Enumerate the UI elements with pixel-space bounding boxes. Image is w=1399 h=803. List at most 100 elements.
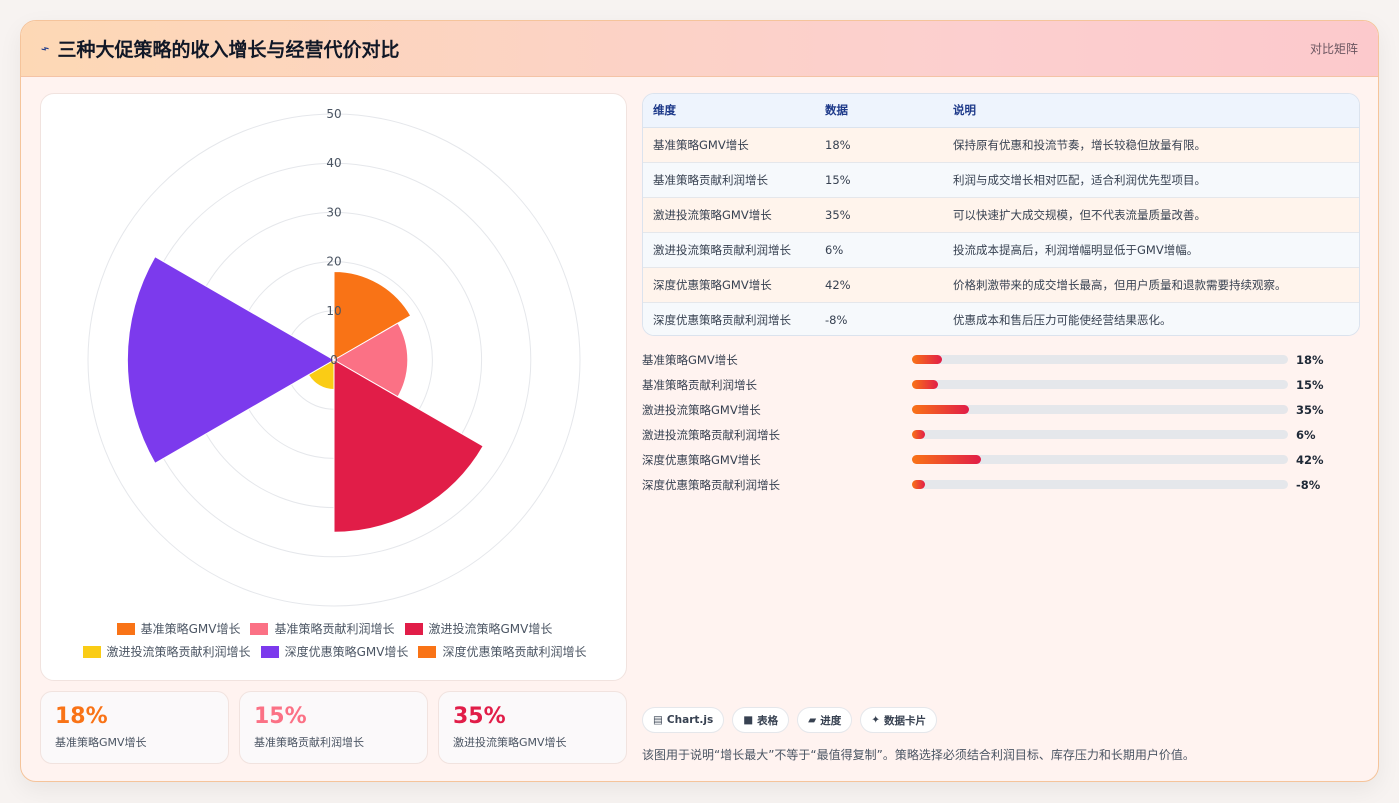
progress-track <box>912 455 1288 464</box>
table-row: 深度优惠策略贡献利润增长 -8% 优惠成本和售后压力可能使经营结果恶化。 <box>643 302 1359 335</box>
progress-label: 深度优惠策略GMV增长 <box>642 452 761 467</box>
progress-fill <box>912 405 970 414</box>
chip-label: 表格 <box>757 714 779 727</box>
polar-sector[interactable] <box>333 359 484 533</box>
chip-label: 数据卡片 <box>884 714 927 727</box>
progress-value: 42% <box>1296 452 1324 467</box>
progress-label: 深度优惠策略贡献利润增长 <box>642 477 780 492</box>
legend-item[interactable]: 激进投流策略贡献利润增长 <box>82 643 251 660</box>
cell-dimension: 基准策略贡献利润增长 <box>643 162 815 198</box>
cell-description: 利润与成交增长相对匹配，适合利润优先型项目。 <box>943 162 1359 198</box>
data-table-wrap: 维度 数据 说明 基准策略GMV增长 18% 保持原有优惠和投流节奏，增长较稳但放量… <box>642 93 1360 336</box>
chip-icon: ■ <box>743 714 754 726</box>
progress-track <box>912 430 1288 439</box>
cell-data: 18% <box>815 127 943 163</box>
legend-item[interactable]: 激进投流策略GMV增长 <box>404 620 552 637</box>
cell-data: 35% <box>815 197 943 233</box>
polar-sector[interactable] <box>332 322 409 398</box>
legend-swatch <box>404 622 423 635</box>
progress-fill <box>912 480 926 489</box>
progress-label: 激进投流策略贡献利润增长 <box>642 427 780 442</box>
progress-value: 35% <box>1296 402 1324 417</box>
progress-fill <box>912 380 938 389</box>
chip[interactable]: ▤ Chart.js <box>642 707 725 733</box>
kpi-label: 激进投流策略GMV增长 <box>453 736 567 749</box>
table-row: 激进投流策略GMV增长 35% 可以快速扩大成交规模，但不代表流量质量改善。 <box>643 197 1359 233</box>
progress-row: 激进投流策略贡献利润增长 6% <box>642 422 1360 447</box>
card-header: ⌁ 三种大促策略的收入增长与经营代价对比 对比矩阵 <box>21 21 1378 77</box>
kpi-card: 15% 基准策略贡献利润增长 <box>239 691 428 764</box>
cell-description: 保持原有优惠和投流节奏，增长较稳但放量有限。 <box>943 127 1359 163</box>
progress-row: 基准策略GMV增长 18% <box>642 347 1360 372</box>
polar-sector[interactable] <box>126 255 335 465</box>
chip-icon: ▤ <box>653 714 663 726</box>
cell-dimension: 深度优惠策略GMV增长 <box>643 267 815 303</box>
progress-label: 激进投流策略GMV增长 <box>642 402 761 417</box>
progress-value: -8% <box>1296 477 1321 492</box>
cell-data: -8% <box>825 312 848 327</box>
r-tick-label: 30 <box>326 205 341 219</box>
legend-label: 深度优惠策略贡献利润增长 <box>442 645 587 659</box>
kpi-card: 35% 激进投流策略GMV增长 <box>438 691 627 764</box>
chip-label: 进度 <box>820 714 842 727</box>
chip[interactable]: ✦ 数据卡片 <box>860 707 938 733</box>
legend-label: 基准策略GMV增长 <box>140 622 241 636</box>
cell-description: 可以快速扩大成交规模，但不代表流量质量改善。 <box>943 197 1359 233</box>
th-data: 数据 <box>815 94 943 128</box>
table-row: 基准策略贡献利润增长 15% 利润与成交增长相对匹配，适合利润优先型项目。 <box>643 162 1359 198</box>
header-tag: 对比矩阵 <box>1309 42 1358 56</box>
legend-item[interactable]: 基准策略贡献利润增长 <box>250 620 395 637</box>
legend-item[interactable]: 基准策略GMV增长 <box>116 620 241 637</box>
feature-chips: ▤ Chart.js ■ 表格 ▰ 进度 ✦ 数据卡片 <box>642 707 938 733</box>
legend-item[interactable]: 深度优惠策略贡献利润增长 <box>418 643 586 660</box>
r-tick-label: 20 <box>326 255 341 269</box>
th-dimension: 维度 <box>643 94 815 128</box>
grid-ring <box>87 113 581 607</box>
progress-fill <box>912 355 943 364</box>
progress-label: 基准策略GMV增长 <box>642 352 738 367</box>
cell-description: 投流成本提高后，利润增幅明显低于GMV增幅。 <box>943 232 1359 268</box>
cell-description: 价格刺激带来的成交增长最高，但用户质量和退款需要持续观察。 <box>943 267 1359 303</box>
progress-track <box>912 355 1288 364</box>
r-tick-label: 0 <box>330 353 338 367</box>
progress-track <box>912 380 1288 389</box>
chip[interactable]: ■ 表格 <box>732 707 790 733</box>
title-wrap: ⌁ 三种大促策略的收入增长与经营代价对比 <box>38 35 400 62</box>
kpi-card: 18% 基准策略GMV增长 <box>40 691 229 764</box>
legend-swatch <box>82 645 101 658</box>
r-tick-label: 40 <box>326 156 341 170</box>
table-row: 激进投流策略贡献利润增长 6% 投流成本提高后，利润增幅明显低于GMV增幅。 <box>643 232 1359 268</box>
cell-description: 优惠成本和售后压力可能使经营结果恶化。 <box>953 312 1172 327</box>
chip-icon: ▰ <box>808 714 817 726</box>
main-card: ⌁ 三种大促策略的收入增长与经营代价对比 对比矩阵 0 10 20 30 40 50 基准… <box>20 20 1379 782</box>
progress-fill <box>912 430 926 439</box>
legend-swatch <box>116 622 135 635</box>
progress-bars: 基准策略GMV增长 18% 基准策略贡献利润增长 15% 激进投流策略GMV增长 35% 激… <box>642 347 1360 497</box>
chip[interactable]: ▰ 进度 <box>797 707 853 733</box>
kpi-value: 18% <box>55 704 108 729</box>
progress-row: 深度优惠策略GMV增长 42% <box>642 447 1360 472</box>
kpi-value: 15% <box>254 704 307 729</box>
kpi-label: 基准策略贡献利润增长 <box>254 736 364 749</box>
chip-label: Chart.js <box>666 714 714 726</box>
legend-swatch <box>418 645 437 658</box>
progress-value: 6% <box>1296 427 1316 442</box>
progress-track <box>912 480 1288 489</box>
lightning-icon: ⌁ <box>38 39 52 58</box>
polar-sector[interactable] <box>333 270 412 361</box>
th-description: 说明 <box>943 94 1359 128</box>
cell-dimension: 激进投流策略GMV增长 <box>643 197 815 233</box>
kpi-label: 基准策略GMV增长 <box>55 736 147 749</box>
legend-label: 深度优惠策略GMV增长 <box>284 645 409 659</box>
polar-chart-panel: 0 10 20 30 40 50 基准策略GMV增长 基准策略贡献利润增长 激进投流策略GMV… <box>40 93 627 681</box>
kpi-value: 35% <box>453 704 506 729</box>
legend-label: 基准策略贡献利润增长 <box>274 622 395 636</box>
cell-dimension: 基准策略GMV增长 <box>643 127 815 163</box>
progress-value: 18% <box>1296 352 1324 367</box>
footnote: 该图用于说明“增长最大”不等于“最值得复制”。策略选择必须结合利润目标、库存压力… <box>642 748 1195 762</box>
page-title: 三种大促策略的收入增长与经营代价对比 <box>57 39 400 61</box>
legend-label: 激进投流策略贡献利润增长 <box>106 645 251 659</box>
table-header-row: 维度 数据 说明 <box>643 94 1359 128</box>
chart-legend: 基准策略GMV增长 基准策略贡献利润增长 激进投流策略GMV增长激进投流策略贡献利润… <box>41 620 628 660</box>
legend-item[interactable]: 深度优惠策略GMV增长 <box>260 643 409 660</box>
